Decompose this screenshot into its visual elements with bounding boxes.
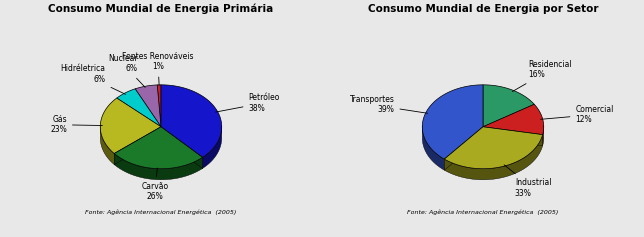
Text: Residencial
16%: Residencial 16% [513, 60, 572, 91]
Polygon shape [161, 85, 222, 157]
Polygon shape [483, 127, 543, 146]
Text: Transportes
39%: Transportes 39% [350, 95, 428, 114]
Polygon shape [483, 104, 544, 135]
Polygon shape [161, 127, 203, 169]
Polygon shape [157, 85, 161, 127]
Text: Nuclear
6%: Nuclear 6% [108, 54, 145, 87]
Polygon shape [483, 85, 535, 127]
Polygon shape [543, 125, 544, 146]
Polygon shape [114, 127, 161, 164]
Text: Gás
23%: Gás 23% [50, 115, 102, 134]
Text: Fontes Renováveis
1%: Fontes Renováveis 1% [122, 52, 194, 85]
Polygon shape [117, 89, 161, 127]
Polygon shape [161, 127, 203, 169]
Text: Petróleo
38%: Petróleo 38% [216, 93, 280, 113]
Polygon shape [483, 127, 543, 146]
Polygon shape [444, 135, 543, 180]
Text: Fonte: Agência Internacional Energética  (2005): Fonte: Agência Internacional Energética … [407, 210, 559, 215]
Title: Consumo Mundial de Energia por Setor: Consumo Mundial de Energia por Setor [368, 4, 598, 14]
Polygon shape [114, 127, 161, 164]
Polygon shape [135, 85, 161, 127]
Polygon shape [422, 85, 483, 159]
Title: Consumo Mundial de Energia Primária: Consumo Mundial de Energia Primária [48, 4, 274, 14]
Polygon shape [444, 127, 543, 169]
Text: Industrial
33%: Industrial 33% [504, 165, 551, 198]
Text: Comercial
12%: Comercial 12% [540, 105, 614, 124]
Polygon shape [114, 154, 203, 180]
Polygon shape [100, 125, 114, 164]
Polygon shape [114, 127, 203, 169]
Polygon shape [444, 127, 483, 170]
Polygon shape [422, 125, 444, 170]
Polygon shape [444, 127, 483, 170]
Polygon shape [100, 98, 161, 154]
Polygon shape [203, 125, 222, 169]
Text: Carvão
26%: Carvão 26% [142, 168, 169, 201]
Text: Hidréletrica
6%: Hidréletrica 6% [61, 64, 126, 94]
Text: Fonte: Agência Internacional Energética  (2005): Fonte: Agência Internacional Energética … [85, 210, 237, 215]
